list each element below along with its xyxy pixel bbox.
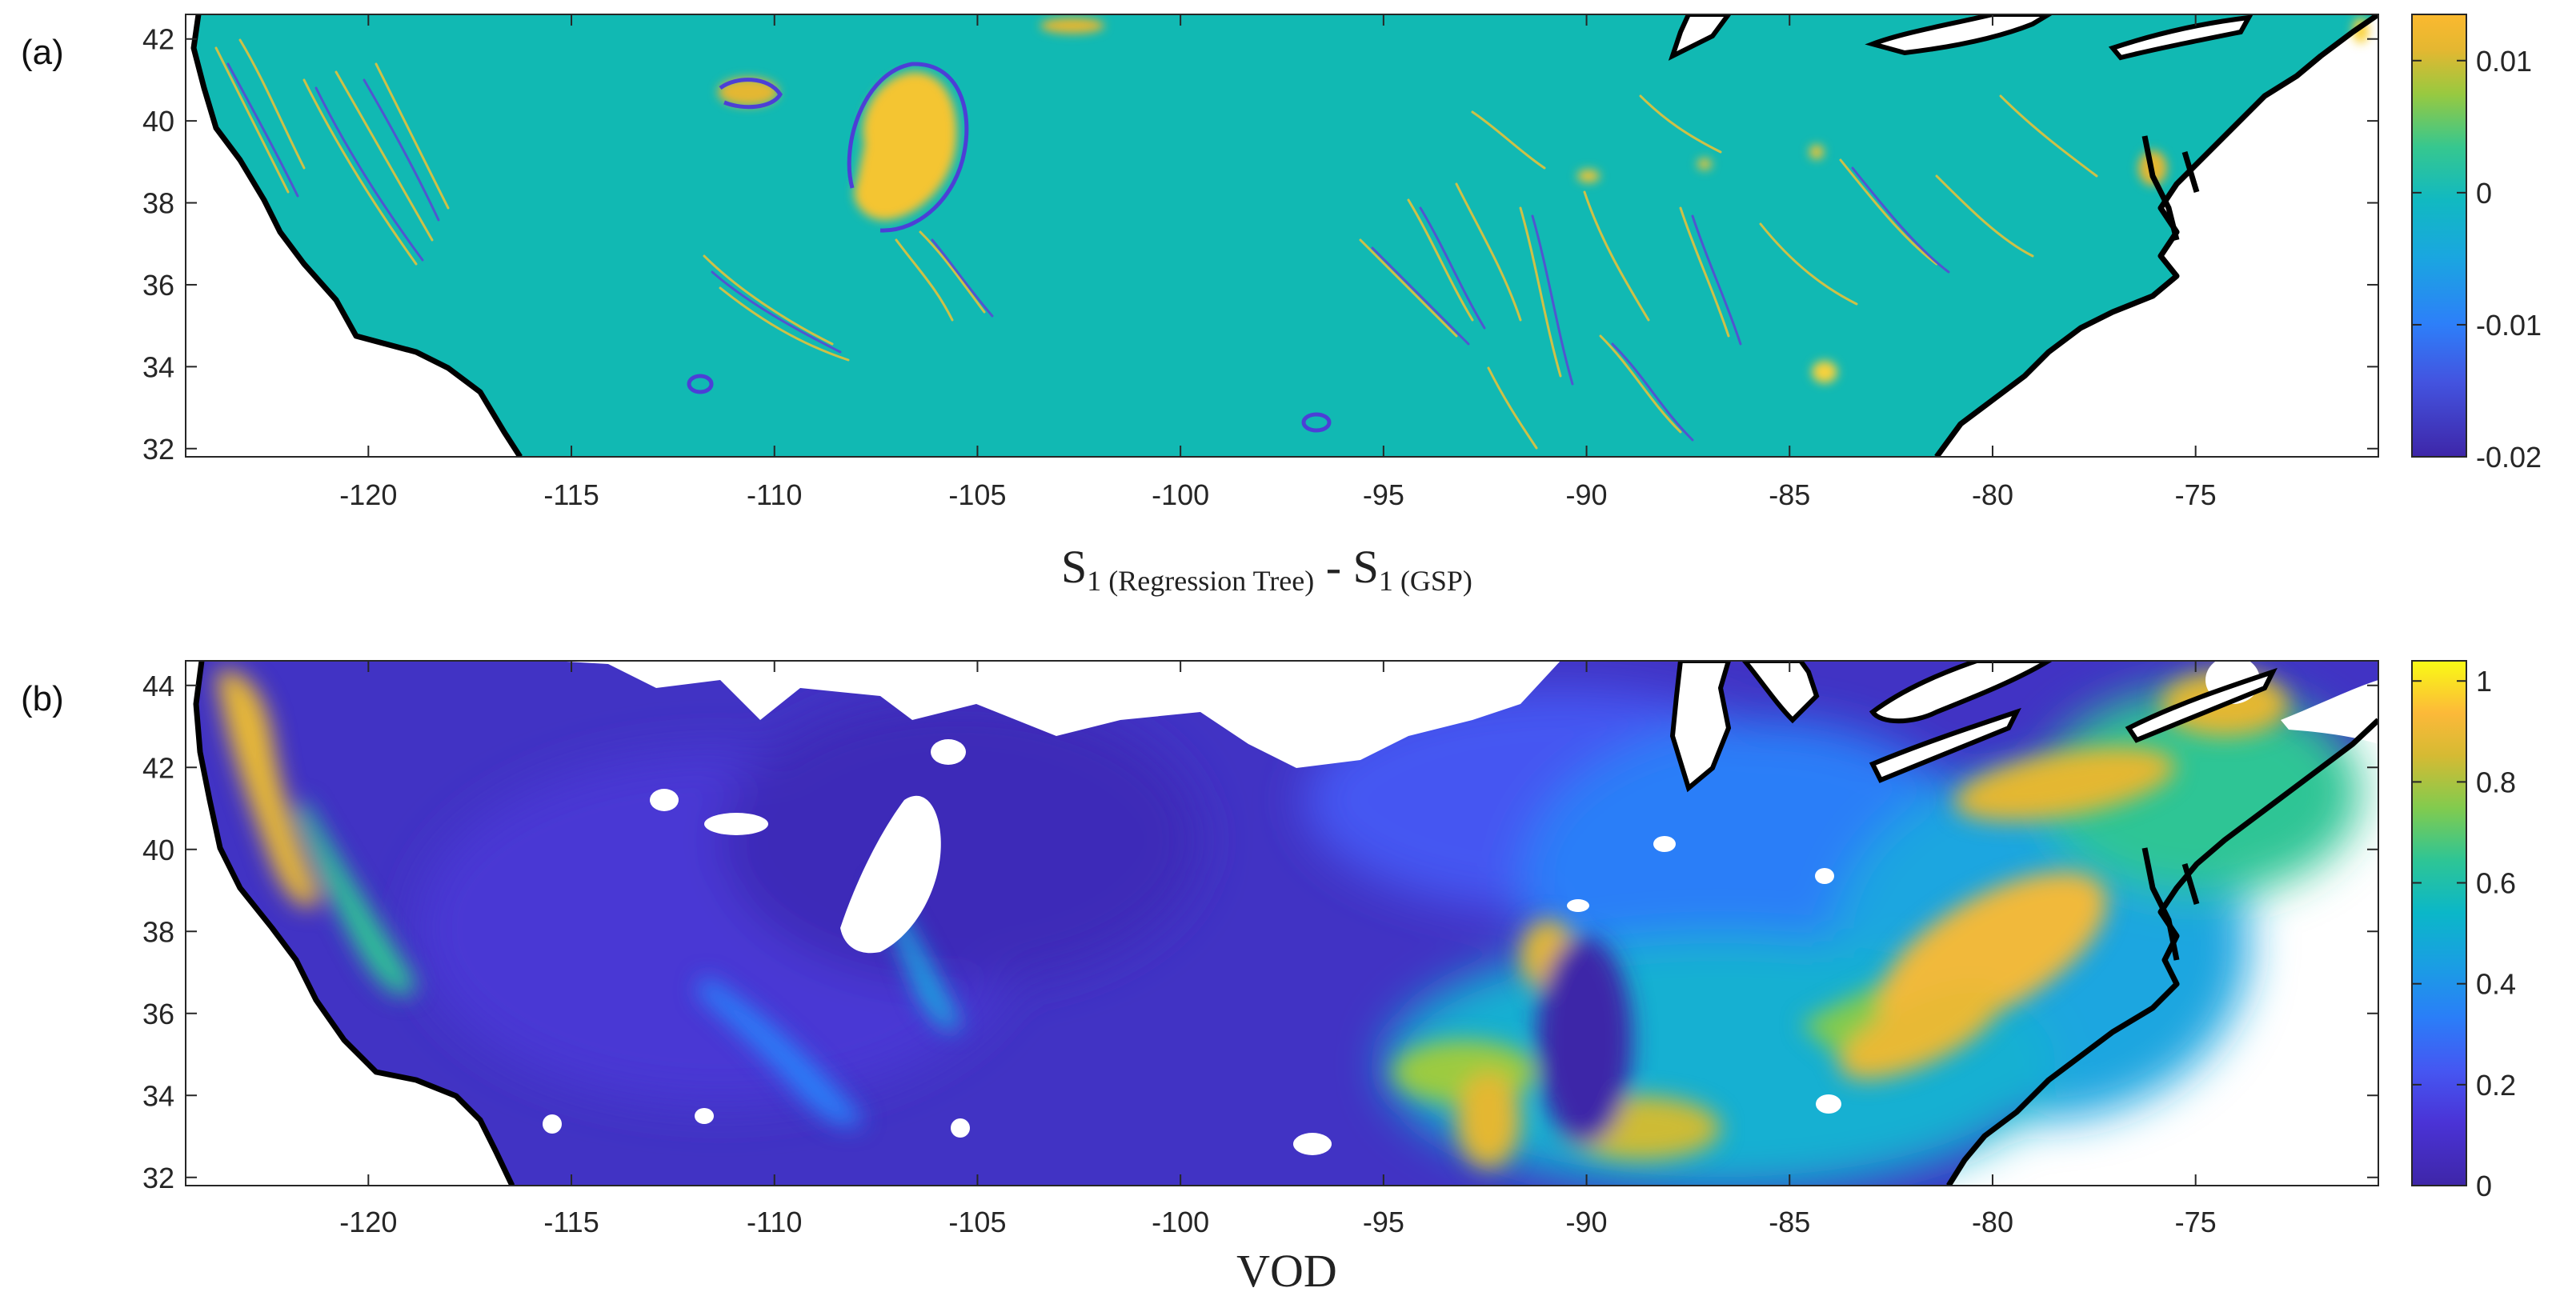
panel-b-no-data [543,661,2378,1155]
x-tick-label: -80 [1972,478,2013,511]
panel-b-x-axis: -120 -115 -110 -105 -100 -95 -90 -85 -80 -75 [339,661,2217,1238]
x-tick-label: -100 [1152,478,1209,511]
panel-b-colorbar [2411,660,2467,1186]
x-tick-label: -105 [948,478,1006,511]
panel-b-colorbar-ticks: 1 0.8 0.6 0.4 0.2 0 [2412,665,2516,1202]
x-tick-label: -85 [1769,1206,1810,1238]
y-tick-label: 32 [142,1162,174,1194]
x-tick-label: -75 [2175,1206,2217,1238]
panel-a-coastlines [190,14,2378,457]
colorbar-tick-label: 1 [2476,665,2492,698]
y-tick-label: 40 [142,834,174,866]
x-tick-label: -80 [1972,1206,2013,1238]
colorbar-tick-label: 0.8 [2476,766,2516,798]
y-tick-label: 44 [142,670,174,702]
colorbar-tick-label: 0.4 [2476,968,2516,1001]
panel-a-map [186,14,2378,457]
y-tick-label: 42 [142,751,174,784]
colorbar-tick-label: 0.6 [2476,867,2516,900]
y-tick-label: 38 [142,915,174,948]
x-tick-label: -95 [1363,1206,1404,1238]
panel-a-caption: S1 (Regression Tree) - S1 (GSP) [1061,541,1472,597]
colorbar-tick-label: 0.2 [2476,1069,2516,1102]
panel-b-label: (b) [21,679,64,718]
panel-a-colorbar-ticks: 0.01 0 -0.01 -0.02 [2412,45,2542,474]
y-tick-label: 34 [142,1079,174,1112]
colorbar-tick-label: -0.02 [2476,441,2542,474]
colorbar-tick-label: -0.01 [2476,309,2542,342]
panel-a-label: (a) [21,33,64,72]
panel-a-negative-anomalies [687,62,1332,433]
panel-b: (b) [21,660,2516,1297]
y-tick-label: 40 [142,105,174,138]
panel-a: (a) [21,14,2542,597]
x-tick-label: -110 [747,478,802,511]
panel-b-coastlines [193,661,2378,1186]
x-tick-label: -120 [339,1206,397,1238]
x-tick-label: -115 [543,478,599,511]
panel-a-land [194,14,2378,457]
panel-a-colorbar [2411,14,2467,458]
panel-a-y-axis: 42 40 38 36 34 32 [142,23,2378,466]
panel-b-great-lakes [1669,661,2278,793]
x-tick-label: -90 [1566,478,1608,511]
x-tick-label: -75 [2175,478,2217,511]
panel-b-axes-box [185,660,2379,1186]
x-tick-label: -115 [543,1206,599,1238]
y-tick-label: 36 [142,269,174,302]
panel-a-great-lakes [1668,14,2253,61]
y-tick-label: 34 [142,350,174,383]
panel-a-axes-box [185,14,2379,458]
panel-b-caption: VOD [1236,1245,1337,1297]
colorbar-tick-label: 0 [2476,177,2492,210]
panel-b-vegetation-field [216,670,2361,1186]
panel-b-y-axis: 44 42 40 38 36 34 32 [142,670,2378,1194]
y-tick-label: 32 [142,433,174,466]
y-tick-label: 42 [142,23,174,56]
y-tick-label: 36 [142,998,174,1030]
x-tick-label: -110 [747,1206,802,1238]
x-tick-label: -95 [1363,478,1404,511]
colorbar-tick-label: 0.01 [2476,45,2532,78]
x-tick-label: -105 [948,1206,1006,1238]
panel-a-positive-anomalies [718,18,2369,383]
x-tick-label: -120 [339,478,397,511]
panel-a-terrain-streaks [214,38,2098,450]
x-tick-label: -90 [1566,1206,1608,1238]
x-tick-label: -100 [1152,1206,1209,1238]
colorbar-tick-label: 0 [2476,1170,2492,1202]
panel-a-x-axis: -120 -115 -110 -105 -100 -95 -90 -85 -80 -75 [339,14,2217,511]
x-tick-label: -85 [1769,478,1810,511]
panel-b-map [186,661,2378,1186]
y-tick-label: 38 [142,187,174,220]
